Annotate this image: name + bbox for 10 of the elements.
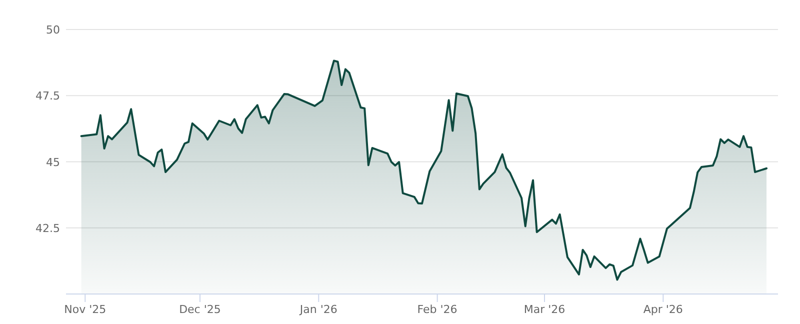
x-tick-label: Nov '25 xyxy=(64,303,106,316)
x-tick-label: Apr '26 xyxy=(643,303,683,316)
x-tick-label: Dec '25 xyxy=(179,303,221,316)
x-tick-label: Jan '26 xyxy=(298,303,338,316)
y-tick-label: 50 xyxy=(46,24,60,36)
y-tick-label: 45 xyxy=(46,156,60,169)
y-tick-label: 47.5 xyxy=(36,90,60,103)
x-tick-label: Feb '26 xyxy=(417,303,458,316)
y-tick-label: 42.5 xyxy=(36,222,60,235)
x-tick-label: Mar '26 xyxy=(524,303,566,316)
